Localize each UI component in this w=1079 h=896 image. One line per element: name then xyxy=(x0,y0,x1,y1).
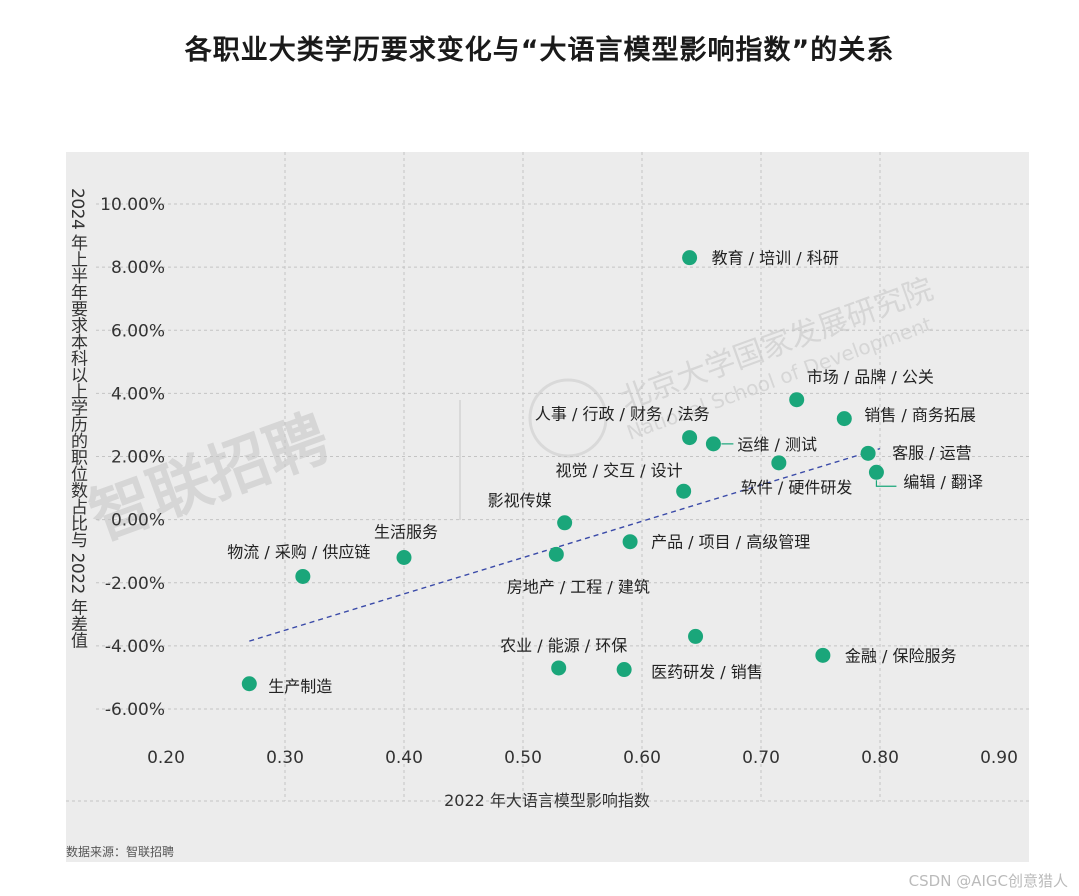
x-tick-label: 0.20 xyxy=(147,748,185,768)
chart-title: 各职业大类学历要求变化与“大语言模型影响指数”的关系 xyxy=(184,35,895,66)
x-axis-ticks: 0.20 0.30 0.40 0.50 0.60 0.70 0.80 0.90 xyxy=(147,748,1018,768)
leader-line xyxy=(875,480,897,487)
y-tick-label: 0.00% xyxy=(111,511,165,531)
y-tick-label: -6.00% xyxy=(105,700,165,720)
point-label: 生产制造 xyxy=(268,677,332,696)
data-point xyxy=(705,436,721,452)
y-tick-label: 6.00% xyxy=(111,321,165,341)
x-tick-label: 0.70 xyxy=(742,748,780,768)
point-label: 影视传媒 xyxy=(488,491,552,510)
point-label: 编辑 / 翻译 xyxy=(903,472,983,491)
data-point xyxy=(548,546,564,562)
x-tick-label: 0.50 xyxy=(504,748,542,768)
plot-background xyxy=(66,152,1029,862)
data-point xyxy=(771,455,787,471)
y-tick-label: 4.00% xyxy=(111,384,165,404)
data-point xyxy=(860,445,876,461)
point-label: 人事 / 行政 / 财务 / 法务 xyxy=(535,405,710,424)
data-point xyxy=(682,250,698,266)
point-label: 视觉 / 交互 / 设计 xyxy=(556,461,683,480)
point-label: 金融 / 保险服务 xyxy=(845,646,957,665)
point-label: 市场 / 品牌 / 公关 xyxy=(807,368,934,387)
y-axis-ticks: -6.00% -4.00% -2.00% 0.00% 2.00% 4.00% 6.00% 8.… xyxy=(100,195,165,720)
x-axis-title: 2022 年大语言模型影响指数 xyxy=(444,791,650,810)
data-point xyxy=(241,676,257,692)
y-axis-title: 2024 年上半年要求本科以上学历的职位数占比与 2022 年差值 xyxy=(67,188,88,649)
data-point xyxy=(622,534,638,550)
data-source: 数据来源：智联招聘 xyxy=(66,844,174,859)
point-label: 运维 / 测试 xyxy=(737,435,817,454)
point-label: 销售 / 商务拓展 xyxy=(864,406,976,425)
x-tick-label: 0.30 xyxy=(266,748,304,768)
y-tick-label: -2.00% xyxy=(105,574,165,594)
point-label: 农业 / 能源 / 环保 xyxy=(500,636,627,655)
point-label: 医药研发 / 销售 xyxy=(651,663,763,682)
point-label: 房地产 / 工程 / 建筑 xyxy=(507,577,650,596)
y-axis-title-text: 2024 年上半年要求本科以上学历的职位数占比与 2022 年差值 xyxy=(67,188,88,649)
data-points xyxy=(241,250,884,692)
data-point xyxy=(688,628,704,644)
data-point xyxy=(836,411,852,427)
y-tick-label: -4.00% xyxy=(105,637,165,657)
data-point xyxy=(396,550,412,565)
data-point xyxy=(551,660,567,676)
data-point xyxy=(616,662,632,678)
data-point xyxy=(815,647,831,663)
data-point xyxy=(682,430,698,446)
x-tick-label: 0.60 xyxy=(623,748,661,768)
data-point xyxy=(295,568,311,584)
data-point xyxy=(676,483,692,499)
data-point xyxy=(868,464,884,480)
grid-horizontal xyxy=(66,203,1029,802)
point-label: 软件 / 硬件研发 xyxy=(741,478,853,497)
x-tick-label: 0.80 xyxy=(861,748,899,768)
y-tick-label: 10.00% xyxy=(100,195,165,215)
point-label: 客服 / 运营 xyxy=(892,443,972,462)
x-tick-label: 0.90 xyxy=(980,748,1018,768)
y-tick-label: 8.00% xyxy=(111,258,165,278)
data-point xyxy=(557,515,573,531)
y-tick-label: 2.00% xyxy=(111,448,165,468)
point-label: 教育 / 培训 / 科研 xyxy=(712,249,839,268)
point-label: 产品 / 项目 / 高级管理 xyxy=(651,533,810,552)
point-label: 生活服务 xyxy=(374,523,438,542)
x-tick-label: 0.40 xyxy=(385,748,423,768)
data-point xyxy=(789,392,805,408)
point-label: 物流 / 采购 / 供应链 xyxy=(227,542,370,561)
trend-line xyxy=(249,447,881,642)
footer-credit: CSDN @AIGC创意猎人 xyxy=(909,872,1068,890)
watermark-seal xyxy=(528,378,608,458)
